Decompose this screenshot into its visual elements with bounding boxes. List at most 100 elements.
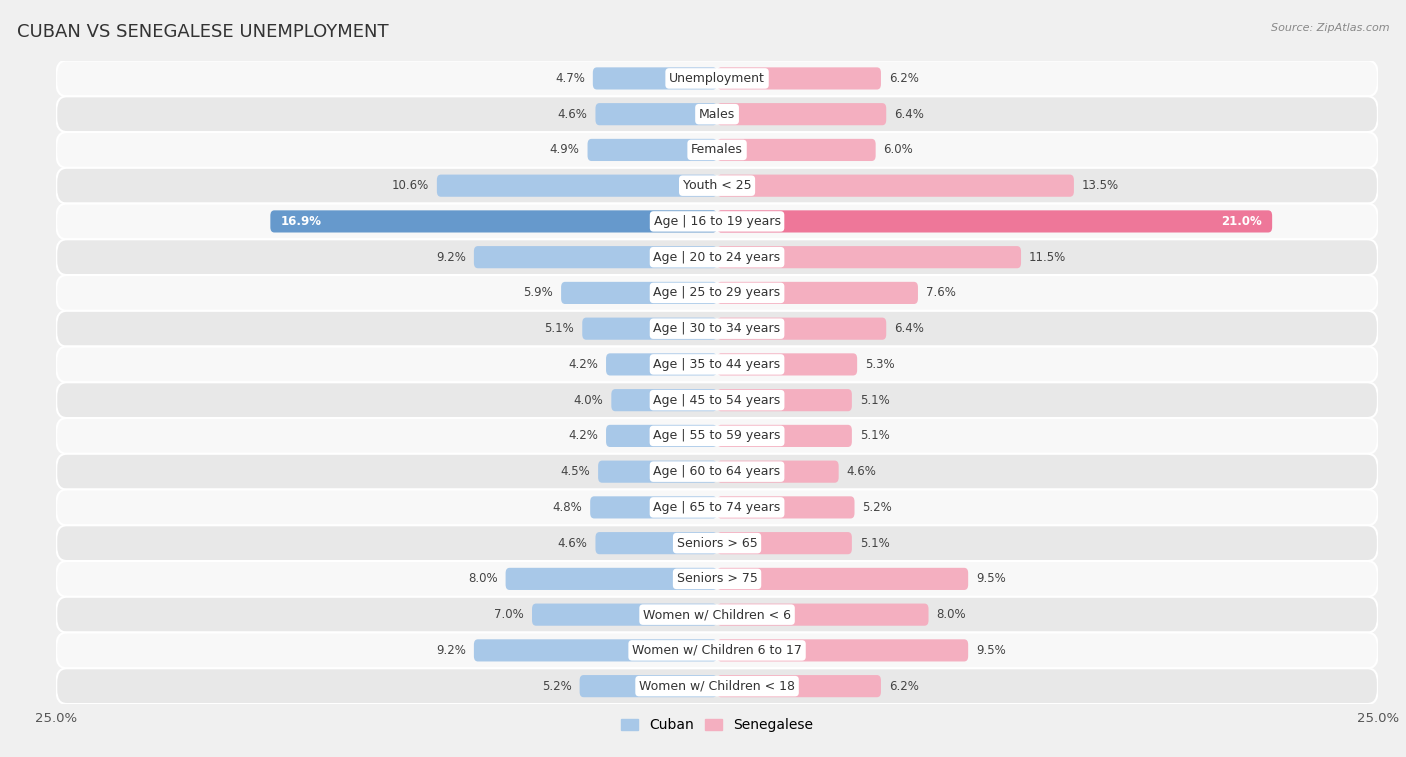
FancyBboxPatch shape [56,382,1378,418]
FancyBboxPatch shape [56,132,1378,168]
FancyBboxPatch shape [591,497,717,519]
FancyBboxPatch shape [579,675,717,697]
Text: 4.9%: 4.9% [550,143,579,157]
FancyBboxPatch shape [561,282,717,304]
FancyBboxPatch shape [531,603,717,626]
FancyBboxPatch shape [582,318,717,340]
Text: 13.5%: 13.5% [1081,179,1119,192]
FancyBboxPatch shape [717,246,1021,268]
Text: 16.9%: 16.9% [281,215,322,228]
FancyBboxPatch shape [717,139,876,161]
Text: 9.5%: 9.5% [976,572,1005,585]
FancyBboxPatch shape [598,460,717,483]
FancyBboxPatch shape [56,418,1378,453]
FancyBboxPatch shape [596,103,717,125]
Text: Males: Males [699,107,735,120]
FancyBboxPatch shape [56,275,1378,311]
Text: Age | 60 to 64 years: Age | 60 to 64 years [654,465,780,478]
Text: 4.2%: 4.2% [568,429,598,442]
Text: 4.6%: 4.6% [846,465,876,478]
Text: 5.1%: 5.1% [860,429,890,442]
Text: Age | 30 to 34 years: Age | 30 to 34 years [654,322,780,335]
FancyBboxPatch shape [56,347,1378,382]
FancyBboxPatch shape [717,675,882,697]
FancyBboxPatch shape [717,497,855,519]
FancyBboxPatch shape [588,139,717,161]
Text: 4.6%: 4.6% [558,107,588,120]
Text: CUBAN VS SENEGALESE UNEMPLOYMENT: CUBAN VS SENEGALESE UNEMPLOYMENT [17,23,388,41]
FancyBboxPatch shape [717,318,886,340]
Text: Age | 45 to 54 years: Age | 45 to 54 years [654,394,780,407]
Text: 9.2%: 9.2% [436,644,465,657]
Text: Age | 25 to 29 years: Age | 25 to 29 years [654,286,780,300]
FancyBboxPatch shape [56,453,1378,490]
FancyBboxPatch shape [56,633,1378,668]
FancyBboxPatch shape [593,67,717,89]
Text: Unemployment: Unemployment [669,72,765,85]
Text: 21.0%: 21.0% [1220,215,1261,228]
Text: Age | 65 to 74 years: Age | 65 to 74 years [654,501,780,514]
FancyBboxPatch shape [717,282,918,304]
FancyBboxPatch shape [717,603,928,626]
Text: Age | 16 to 19 years: Age | 16 to 19 years [654,215,780,228]
FancyBboxPatch shape [56,490,1378,525]
Text: 5.1%: 5.1% [544,322,574,335]
FancyBboxPatch shape [56,311,1378,347]
Text: 5.9%: 5.9% [523,286,553,300]
Text: Seniors > 75: Seniors > 75 [676,572,758,585]
FancyBboxPatch shape [717,175,1074,197]
Text: 9.2%: 9.2% [436,251,465,263]
FancyBboxPatch shape [56,61,1378,96]
FancyBboxPatch shape [717,640,969,662]
FancyBboxPatch shape [506,568,717,590]
Text: Age | 35 to 44 years: Age | 35 to 44 years [654,358,780,371]
FancyBboxPatch shape [596,532,717,554]
Text: 9.5%: 9.5% [976,644,1005,657]
FancyBboxPatch shape [606,354,717,375]
Text: Women w/ Children < 18: Women w/ Children < 18 [640,680,794,693]
FancyBboxPatch shape [717,425,852,447]
Text: 5.2%: 5.2% [862,501,893,514]
Text: Age | 55 to 59 years: Age | 55 to 59 years [654,429,780,442]
FancyBboxPatch shape [717,389,852,411]
Text: 4.7%: 4.7% [555,72,585,85]
Text: Women w/ Children < 6: Women w/ Children < 6 [643,608,792,621]
FancyBboxPatch shape [56,561,1378,597]
Text: Women w/ Children 6 to 17: Women w/ Children 6 to 17 [633,644,801,657]
Text: Youth < 25: Youth < 25 [683,179,751,192]
Text: 7.0%: 7.0% [495,608,524,621]
Text: 5.1%: 5.1% [860,537,890,550]
FancyBboxPatch shape [56,204,1378,239]
FancyBboxPatch shape [606,425,717,447]
FancyBboxPatch shape [612,389,717,411]
FancyBboxPatch shape [270,210,717,232]
Text: 6.2%: 6.2% [889,72,918,85]
Text: 11.5%: 11.5% [1029,251,1066,263]
Text: 5.1%: 5.1% [860,394,890,407]
FancyBboxPatch shape [56,525,1378,561]
FancyBboxPatch shape [717,210,1272,232]
FancyBboxPatch shape [56,168,1378,204]
Text: 4.0%: 4.0% [574,394,603,407]
Text: 6.4%: 6.4% [894,322,924,335]
FancyBboxPatch shape [717,532,852,554]
FancyBboxPatch shape [717,103,886,125]
FancyBboxPatch shape [717,568,969,590]
Text: Seniors > 65: Seniors > 65 [676,537,758,550]
Text: Females: Females [692,143,742,157]
Legend: Cuban, Senegalese: Cuban, Senegalese [621,718,813,733]
FancyBboxPatch shape [56,96,1378,132]
Text: 4.2%: 4.2% [568,358,598,371]
Text: 8.0%: 8.0% [468,572,498,585]
FancyBboxPatch shape [717,67,882,89]
Text: 6.0%: 6.0% [883,143,914,157]
Text: 5.2%: 5.2% [541,680,572,693]
Text: Age | 20 to 24 years: Age | 20 to 24 years [654,251,780,263]
Text: 8.0%: 8.0% [936,608,966,621]
Text: 4.6%: 4.6% [558,537,588,550]
Text: Source: ZipAtlas.com: Source: ZipAtlas.com [1271,23,1389,33]
Text: 6.4%: 6.4% [894,107,924,120]
FancyBboxPatch shape [474,640,717,662]
FancyBboxPatch shape [437,175,717,197]
Text: 5.3%: 5.3% [865,358,894,371]
